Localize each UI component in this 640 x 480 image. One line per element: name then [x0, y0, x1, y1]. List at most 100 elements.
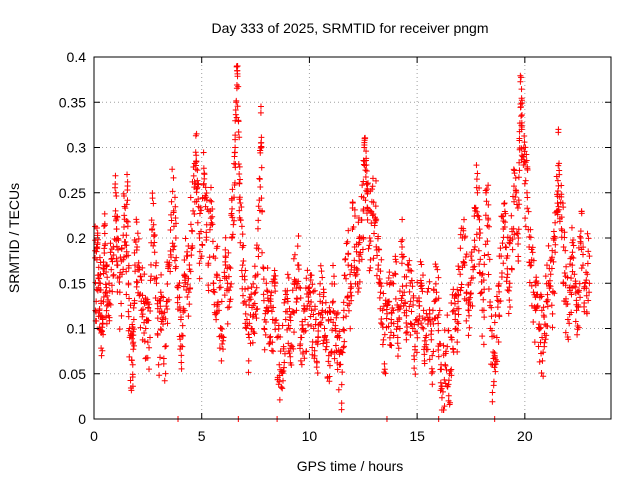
data-point-fill: [217, 277, 224, 284]
data-point-fill: [322, 299, 329, 306]
data-point-fill: [298, 334, 305, 341]
data-point-fill: [227, 265, 234, 272]
data-point-fill: [168, 254, 175, 261]
data-point-fill: [560, 204, 567, 211]
data-point-fill: [256, 175, 263, 182]
data-point-fill: [133, 283, 140, 290]
data-point-fill: [561, 234, 568, 241]
data-point-fill: [279, 370, 286, 377]
data-point-fill: [161, 309, 168, 316]
data-point-fill: [555, 129, 562, 136]
data-point-fill: [338, 349, 345, 356]
data-point-fill: [515, 241, 522, 247]
data-point-fill: [376, 276, 383, 283]
data-point-fill: [124, 197, 131, 204]
data-point-fill: [326, 362, 333, 369]
data-point-fill: [135, 259, 142, 266]
data-point-fill: [455, 320, 462, 327]
data-point-fill: [182, 273, 189, 280]
data-point-fill: [156, 372, 163, 379]
data-point-fill: [199, 241, 206, 248]
data-point-fill: [147, 277, 154, 284]
data-point-fill: [485, 271, 492, 278]
data-point-fill: [134, 230, 141, 237]
data-point: [312, 316, 319, 323]
data-point-fill: [220, 334, 227, 341]
data-point-fill: [524, 166, 531, 173]
data-point-fill: [347, 325, 354, 332]
data-point-fill: [133, 216, 140, 223]
data-point-fill: [486, 256, 493, 263]
data-point-fill: [522, 223, 529, 230]
data-point-fill: [104, 292, 111, 299]
data-point-fill: [295, 266, 302, 273]
data-point-fill: [306, 303, 313, 310]
data-point: [362, 167, 369, 174]
data-point: [467, 253, 474, 260]
data-point-fill: [252, 273, 259, 280]
data-point-fill: [494, 297, 501, 304]
data-point: [129, 361, 136, 368]
data-point-fill: [516, 167, 523, 174]
data-point-fill: [493, 293, 500, 300]
data-point: [157, 289, 164, 296]
data-point-fill: [129, 383, 136, 390]
data-point-fill: [226, 264, 233, 271]
data-point-fill: [457, 287, 464, 294]
data-point-fill: [132, 268, 139, 275]
data-point-fill: [277, 348, 284, 355]
data-point-fill: [229, 234, 236, 241]
data-point-fill: [317, 280, 324, 287]
data-point-fill: [201, 171, 208, 178]
data-point-fill: [334, 309, 341, 316]
data-point-fill: [242, 267, 249, 274]
data-point: [564, 316, 571, 323]
data-point-fill: [490, 382, 497, 389]
data-point-fill: [578, 208, 585, 215]
data-point-fill: [289, 287, 296, 294]
data-point-fill: [408, 308, 415, 315]
data-point-fill: [554, 188, 561, 195]
data-point: [420, 307, 427, 314]
data-point: [155, 361, 162, 368]
data-point-fill: [338, 406, 345, 413]
y-axis-label: SRMTID / TECUs: [6, 183, 22, 293]
data-point-fill: [584, 310, 591, 317]
data-point-fill: [280, 345, 287, 352]
data-point-fill: [306, 284, 313, 291]
data-point-fill: [94, 236, 101, 243]
data-point-fill: [413, 349, 420, 356]
data-point-fill: [160, 355, 167, 362]
data-point-fill: [95, 275, 102, 282]
data-point: [243, 316, 250, 323]
data-point-fill: [335, 386, 342, 393]
data-point-fill: [518, 95, 525, 102]
data-point-fill: [584, 260, 591, 267]
data-point-fill: [528, 246, 535, 253]
data-point-fill: [394, 340, 401, 347]
data-point-fill: [272, 279, 279, 286]
data-point-fill: [186, 301, 193, 308]
data-point: [282, 316, 289, 323]
data-point-fill: [382, 370, 389, 377]
data-point-fill: [203, 234, 210, 241]
data-point-fill: [425, 317, 432, 324]
data-point-fill: [130, 304, 137, 311]
data-point-fill: [345, 227, 352, 234]
data-point-fill: [426, 278, 433, 285]
data-point-fill: [585, 297, 592, 304]
data-point-fill: [526, 233, 533, 240]
data-point: [224, 280, 231, 287]
data-point-fill: [409, 283, 416, 290]
data-point-fill: [115, 246, 122, 253]
data-point-fill: [430, 287, 437, 294]
data-point-fill: [150, 242, 157, 249]
data-point-fill: [421, 357, 428, 364]
data-point-fill: [421, 351, 428, 358]
data-point-fill: [237, 200, 244, 207]
y-tick-label: 0.25: [59, 185, 86, 201]
data-point-fill: [207, 197, 214, 204]
data-point-fill: [261, 346, 268, 353]
data-point-fill: [370, 199, 377, 206]
data-point-fill: [325, 358, 332, 365]
